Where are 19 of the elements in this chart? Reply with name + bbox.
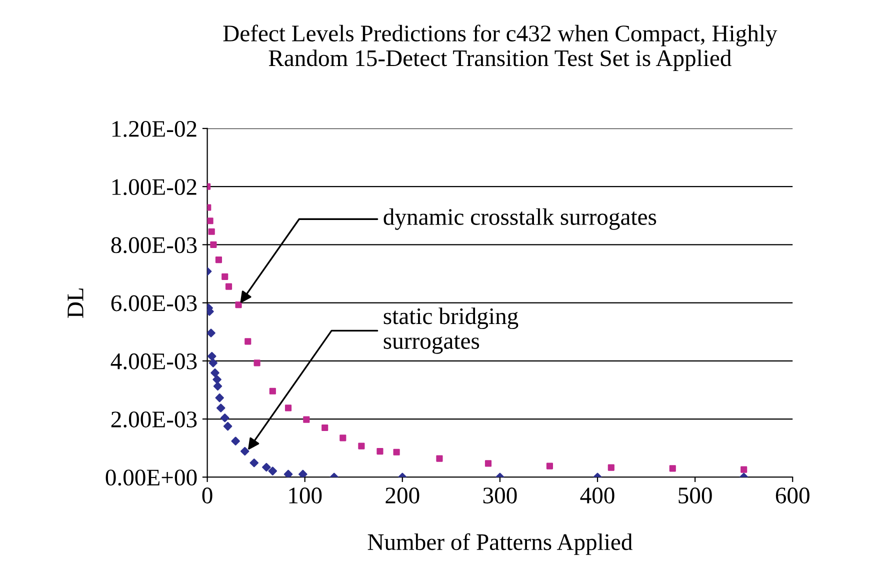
x-tick-label: 500 <box>678 488 712 504</box>
y-tick-label: 6.00E-03 <box>111 295 197 312</box>
y-tick-label: 0.00E+00 <box>106 470 197 486</box>
annotation: static bridging surrogates <box>384 308 518 354</box>
y-tick-label: 1.20E-02 <box>112 120 196 138</box>
y-tick-label: 1.00E-02 <box>112 179 196 196</box>
x-tick-label: 200 <box>386 488 420 504</box>
chart-title: Defect Levels Predictions for c432 when Compact, Highly Random 15-Detect Transition Test Set is Applied <box>223 24 778 72</box>
y-tick-label: 2.00E-03 <box>111 412 197 428</box>
x-axis-title: Number of Patterns Applied <box>368 533 632 555</box>
x-tick-label: 0 <box>202 488 212 504</box>
x-tick-label: 400 <box>580 488 614 504</box>
x-tick-label: 300 <box>483 488 517 504</box>
x-tick-label: 600 <box>776 488 810 504</box>
y-tick-label: 4.00E-03 <box>110 353 197 370</box>
y-axis-title: DL <box>68 288 84 318</box>
x-tick-label: 100 <box>289 488 322 504</box>
annotation: dynamic crosstalk surrogates <box>384 208 656 230</box>
y-tick-label: 8.00E-03 <box>111 237 197 254</box>
